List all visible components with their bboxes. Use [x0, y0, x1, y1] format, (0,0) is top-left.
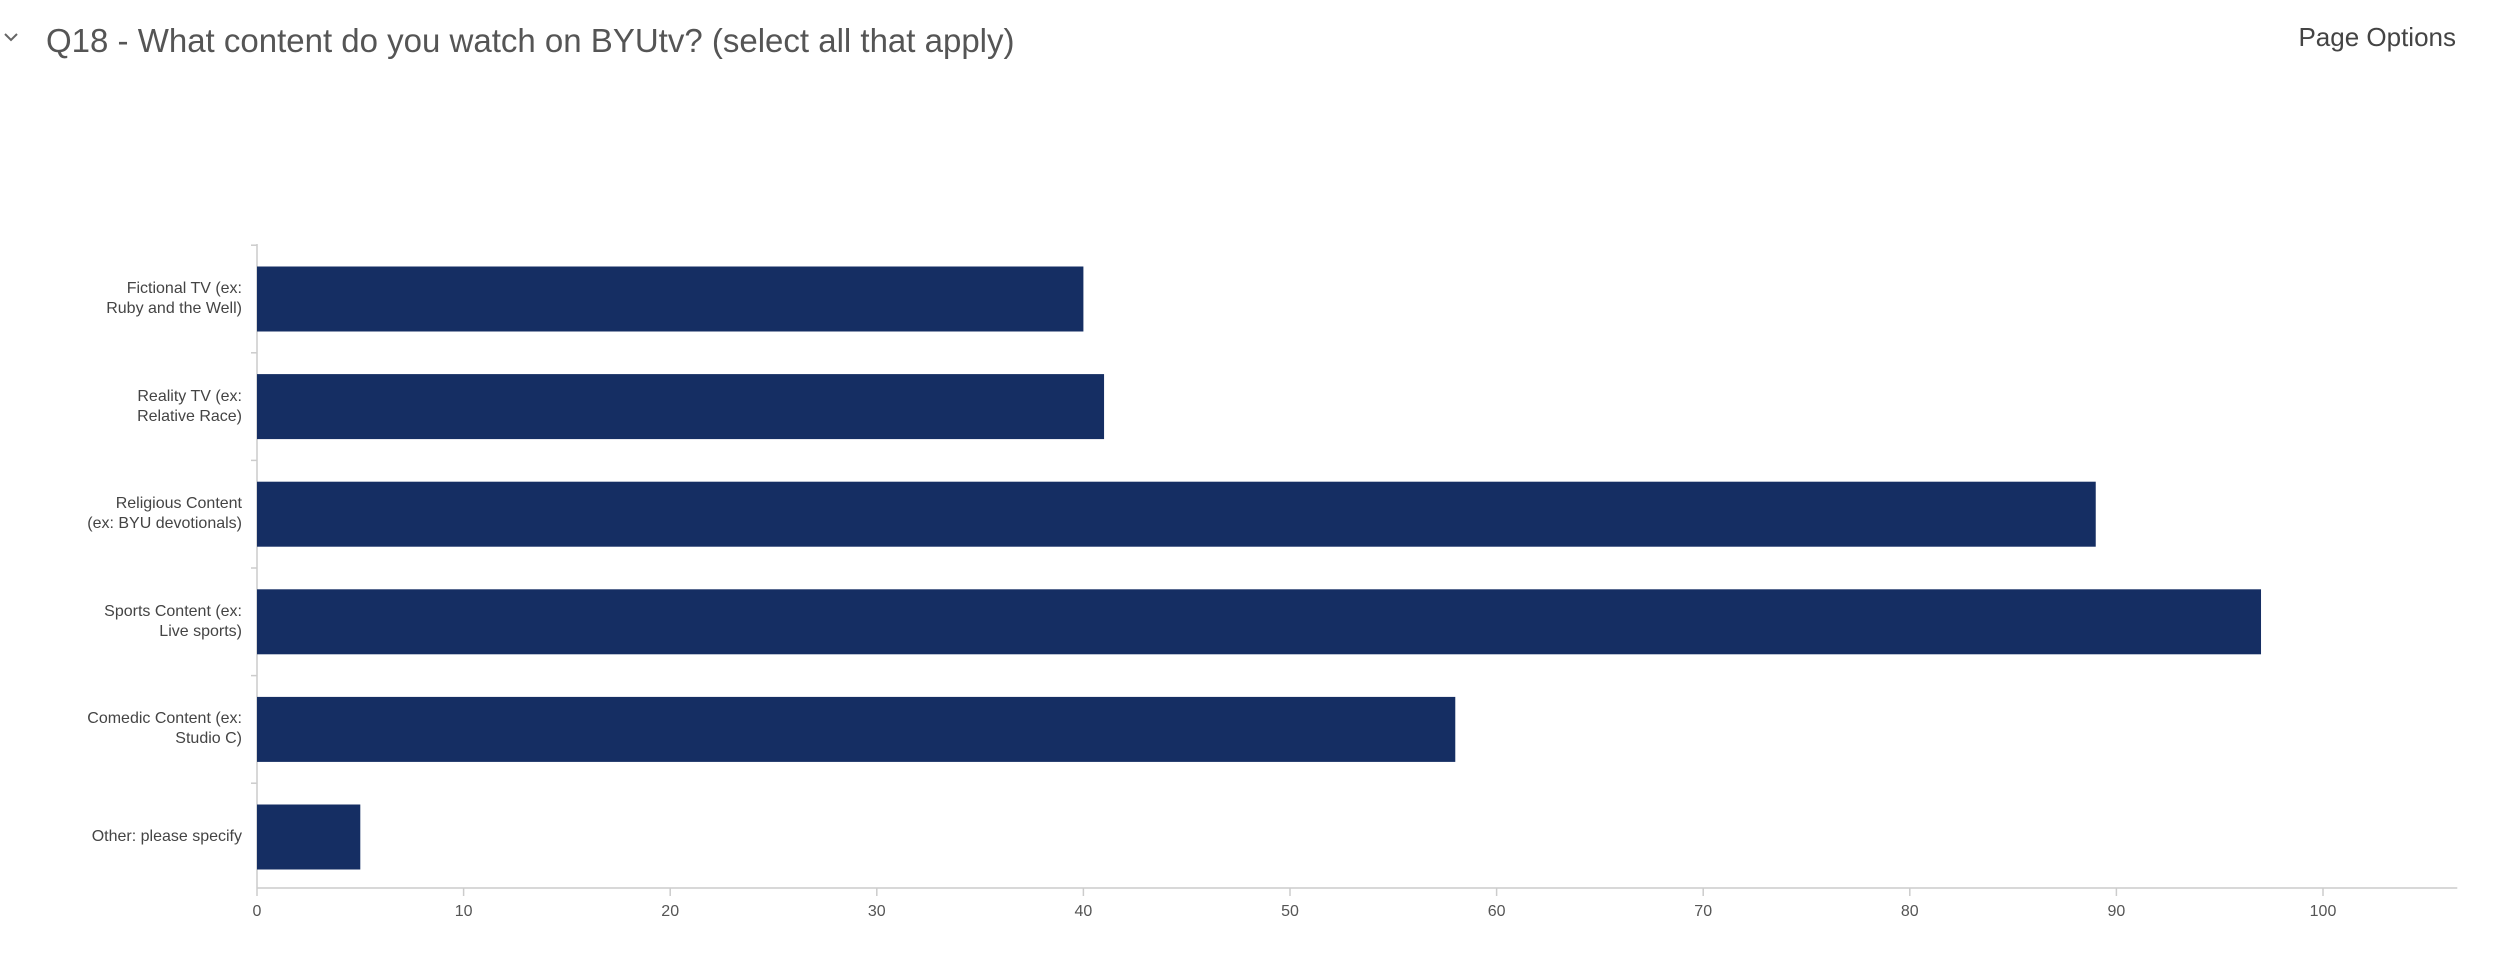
- bar: [257, 589, 2262, 655]
- chevron-icon[interactable]: [0, 26, 22, 48]
- x-tick-label: 90: [2108, 903, 2126, 920]
- bar: [257, 696, 1456, 762]
- page-options[interactable]: Page Options: [2298, 22, 2456, 52]
- x-tick-label: 70: [1694, 903, 1712, 920]
- x-tick-label: 60: [1488, 903, 1506, 920]
- x-tick-label: 10: [455, 903, 473, 920]
- category-label: Comedic Content (ex: Studio C): [87, 710, 242, 748]
- bar: [257, 804, 361, 870]
- x-tick-label: 20: [661, 903, 679, 920]
- x-tick-label: 0: [253, 903, 262, 920]
- x-tick-label: 50: [1281, 903, 1299, 920]
- x-tick-label: 80: [1901, 903, 1919, 920]
- category-label: Religious Content (ex: BYU devotionals): [87, 495, 242, 533]
- page-title: Q18 - What content do you watch on BYUtv…: [46, 22, 1015, 59]
- bar: [257, 374, 1105, 440]
- x-tick-label: 30: [868, 903, 886, 920]
- category-label: Reality TV (ex: Relative Race): [137, 387, 242, 425]
- category-label: Other: please specify: [91, 828, 242, 845]
- category-label: Fictional TV (ex: Ruby and the Well): [106, 280, 242, 317]
- bar: [257, 481, 2096, 547]
- bar: [257, 266, 1084, 332]
- x-tick-label: 100: [2310, 903, 2337, 920]
- x-tick-label: 40: [1075, 903, 1093, 920]
- category-label: Sports Content (ex: Live sports): [104, 602, 242, 640]
